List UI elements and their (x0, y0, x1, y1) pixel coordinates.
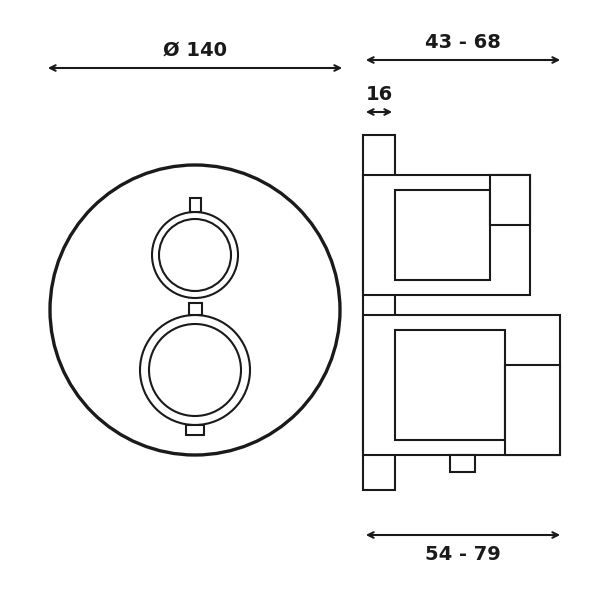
Circle shape (140, 315, 250, 425)
Bar (186, 425, 204, 435)
Bar (395, 190, 490, 280)
Text: 54 - 79: 54 - 79 (425, 545, 501, 564)
Bar (363, 135, 395, 490)
Bar (395, 330, 505, 440)
Bar (190, 198, 200, 212)
Text: 16: 16 (365, 85, 392, 104)
Bar (188, 303, 202, 315)
Circle shape (149, 324, 241, 416)
Circle shape (159, 219, 231, 291)
Bar (363, 315, 560, 455)
Bar (505, 365, 560, 455)
Circle shape (152, 212, 238, 298)
Circle shape (50, 165, 340, 455)
Bar (490, 175, 530, 225)
Bar (363, 175, 530, 295)
Bar (450, 455, 475, 472)
Text: Ø 140: Ø 140 (163, 41, 227, 60)
Text: 43 - 68: 43 - 68 (425, 33, 501, 52)
